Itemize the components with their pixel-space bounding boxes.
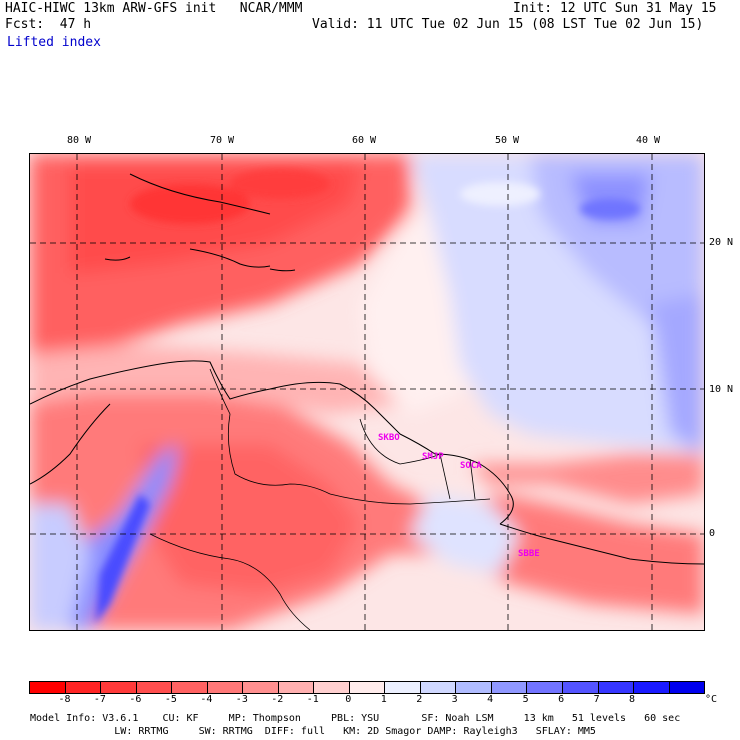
colorbar-cell: [314, 682, 350, 693]
colorbar-cell: [278, 682, 315, 693]
map-canvas: [30, 154, 704, 630]
country-borders: [149, 368, 491, 630]
colorbar-cell: [491, 682, 528, 693]
colorbar-cell: [101, 682, 137, 693]
coastlines: [30, 173, 704, 565]
model-info-line1: Model Info: V3.6.1 CU: KF MP: Thompson P…: [30, 713, 681, 724]
colombia-venezuela-border: [209, 368, 331, 495]
colorbar-tick-label: -3: [235, 694, 248, 705]
colorbar-cell: [562, 682, 599, 693]
colorbar-tick-label: 5: [522, 694, 529, 705]
station-smjp: SMJP: [422, 452, 444, 462]
model-title: HAIC-HIWC 13km ARW-GFS init NCAR/MMM: [5, 1, 303, 16]
colorbar-tick-label: 2: [416, 694, 423, 705]
colorbar-cell: [527, 682, 563, 693]
forecast-hour: Fcst: 47 h: [5, 17, 92, 32]
colorbar-cell: [136, 682, 173, 693]
cuba-coast: [129, 173, 271, 215]
colorbar-unit: °C: [705, 694, 718, 705]
colorbar-cell: [349, 682, 386, 693]
lon-label-80w: 80 W: [67, 135, 92, 146]
brazil-northern-border: [329, 493, 491, 505]
init-time: Init: 12 UTC Sun 31 May 15: [513, 1, 717, 16]
colorbar-tick-label: 4: [487, 694, 494, 705]
colorbar-cell: [172, 682, 208, 693]
colorbar-tick-label: -4: [200, 694, 213, 705]
colorbar-tick-label: -5: [164, 694, 177, 705]
colombia-peru-border: [149, 533, 311, 630]
lon-label-40w: 40 W: [636, 135, 661, 146]
colorbar-cell: [598, 682, 635, 693]
lon-label-50w: 50 W: [495, 135, 520, 146]
colorbar-cell: [243, 682, 279, 693]
colorbar-cell: [669, 682, 705, 693]
south-america-north-coast: [30, 360, 514, 525]
lifted-index-map: SKBO SMJP SOCA SBBE: [29, 153, 705, 631]
lifted-index-fine-field: [95, 169, 640, 624]
colorbar-cell: [207, 682, 244, 693]
lat-label-10n: 10 N: [709, 384, 734, 395]
colorbar-cell: [456, 682, 492, 693]
model-info-line2: LW: RRTMG SW: RRTMG DIFF: full KM: 2D Sm…: [30, 726, 596, 737]
colorbar-tick-label: 7: [593, 694, 600, 705]
colorbar-cell: [420, 682, 457, 693]
colorbar-tick-label: 8: [629, 694, 636, 705]
lat-label-0: 0: [709, 528, 716, 539]
colorbar-tick-label: -6: [129, 694, 142, 705]
colorbar-tick-label: -7: [93, 694, 106, 705]
colorbar-tick-label: 0: [345, 694, 352, 705]
colorbar-tick-label: 6: [558, 694, 565, 705]
central-america-coast: [30, 403, 111, 485]
station-sbbe: SBBE: [518, 549, 540, 559]
field-name: Lifted index: [7, 35, 101, 50]
hispaniola-coast: [189, 248, 271, 268]
colorbar-tick-label: -8: [58, 694, 71, 705]
colorbar-cell: [385, 682, 421, 693]
colorbar: [29, 681, 705, 694]
venezuela-guyana-border: [359, 418, 441, 465]
puerto-rico-coast: [269, 268, 296, 272]
colorbar-tick-label: -1: [306, 694, 319, 705]
colorbar-cell: [65, 682, 102, 693]
lifted-index-field: [30, 154, 704, 630]
lat-label-20n: 20 N: [709, 237, 734, 248]
colorbar-cell: [634, 682, 670, 693]
valid-time: Valid: 11 UTC Tue 02 Jun 15 (08 LST Tue …: [312, 17, 704, 32]
station-skbo: SKBO: [378, 433, 400, 443]
lon-label-60w: 60 W: [352, 135, 377, 146]
suriname-fguiana-border: [469, 458, 476, 500]
colorbar-tick-label: 3: [451, 694, 458, 705]
colorbar-tick-label: 1: [380, 694, 387, 705]
guyana-suriname-border: [439, 453, 451, 500]
colorbar-cell: [30, 682, 66, 693]
colorbar-tick-label: -2: [271, 694, 284, 705]
lon-label-70w: 70 W: [210, 135, 235, 146]
lat-lon-grid: [30, 154, 704, 630]
station-soca: SOCA: [460, 461, 482, 471]
jamaica-coast: [104, 256, 131, 261]
